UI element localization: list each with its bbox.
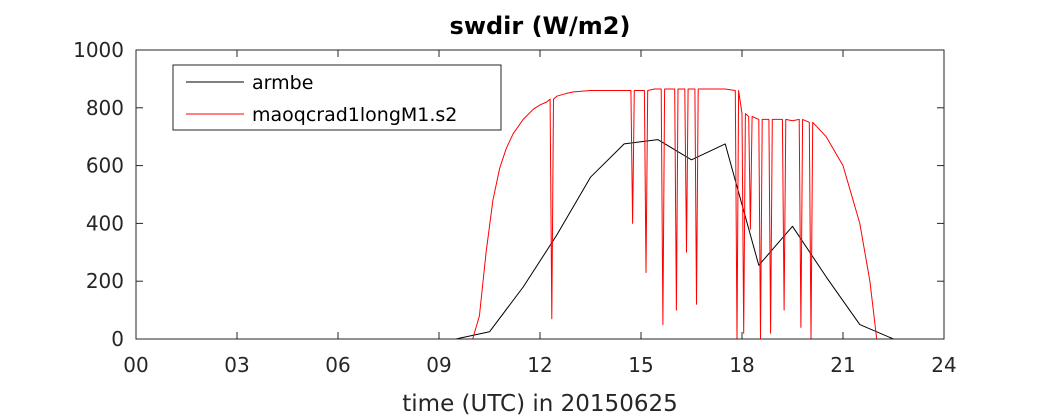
y-tick-label: 1000 [73, 38, 124, 62]
x-tick-label: 24 [931, 353, 956, 377]
legend-label-armbe: armbe [252, 72, 313, 94]
x-tick-label: 12 [527, 353, 552, 377]
y-tick-label: 600 [86, 154, 124, 178]
chart-title: swdir (W/m2) [450, 12, 631, 40]
x-tick-label: 06 [325, 353, 350, 377]
x-tick-label: 00 [123, 353, 148, 377]
y-axis-ticks: 0 200 400 600 800 1000 [73, 38, 944, 351]
x-axis-label: time (UTC) in 20150625 [402, 391, 677, 417]
y-tick-label: 200 [86, 269, 124, 293]
legend: armbe maoqcrad1longM1.s2 [172, 64, 502, 131]
y-tick-label: 800 [86, 96, 124, 120]
legend-label-maoqcrad1longM1-s2: maoqcrad1longM1.s2 [252, 104, 457, 126]
x-tick-label: 03 [224, 353, 249, 377]
x-axis-ticks: 00 03 06 09 12 15 18 21 24 [123, 50, 957, 377]
legend-box [172, 64, 502, 131]
x-tick-label: 09 [426, 353, 451, 377]
y-tick-label: 0 [111, 327, 124, 351]
series-line-maoqcrad1longM1-s2 [136, 88, 944, 340]
y-tick-label: 400 [86, 211, 124, 235]
x-tick-label: 18 [729, 353, 754, 377]
x-tick-label: 21 [830, 353, 855, 377]
series-line-armbe [136, 139, 944, 340]
x-tick-label: 15 [628, 353, 653, 377]
